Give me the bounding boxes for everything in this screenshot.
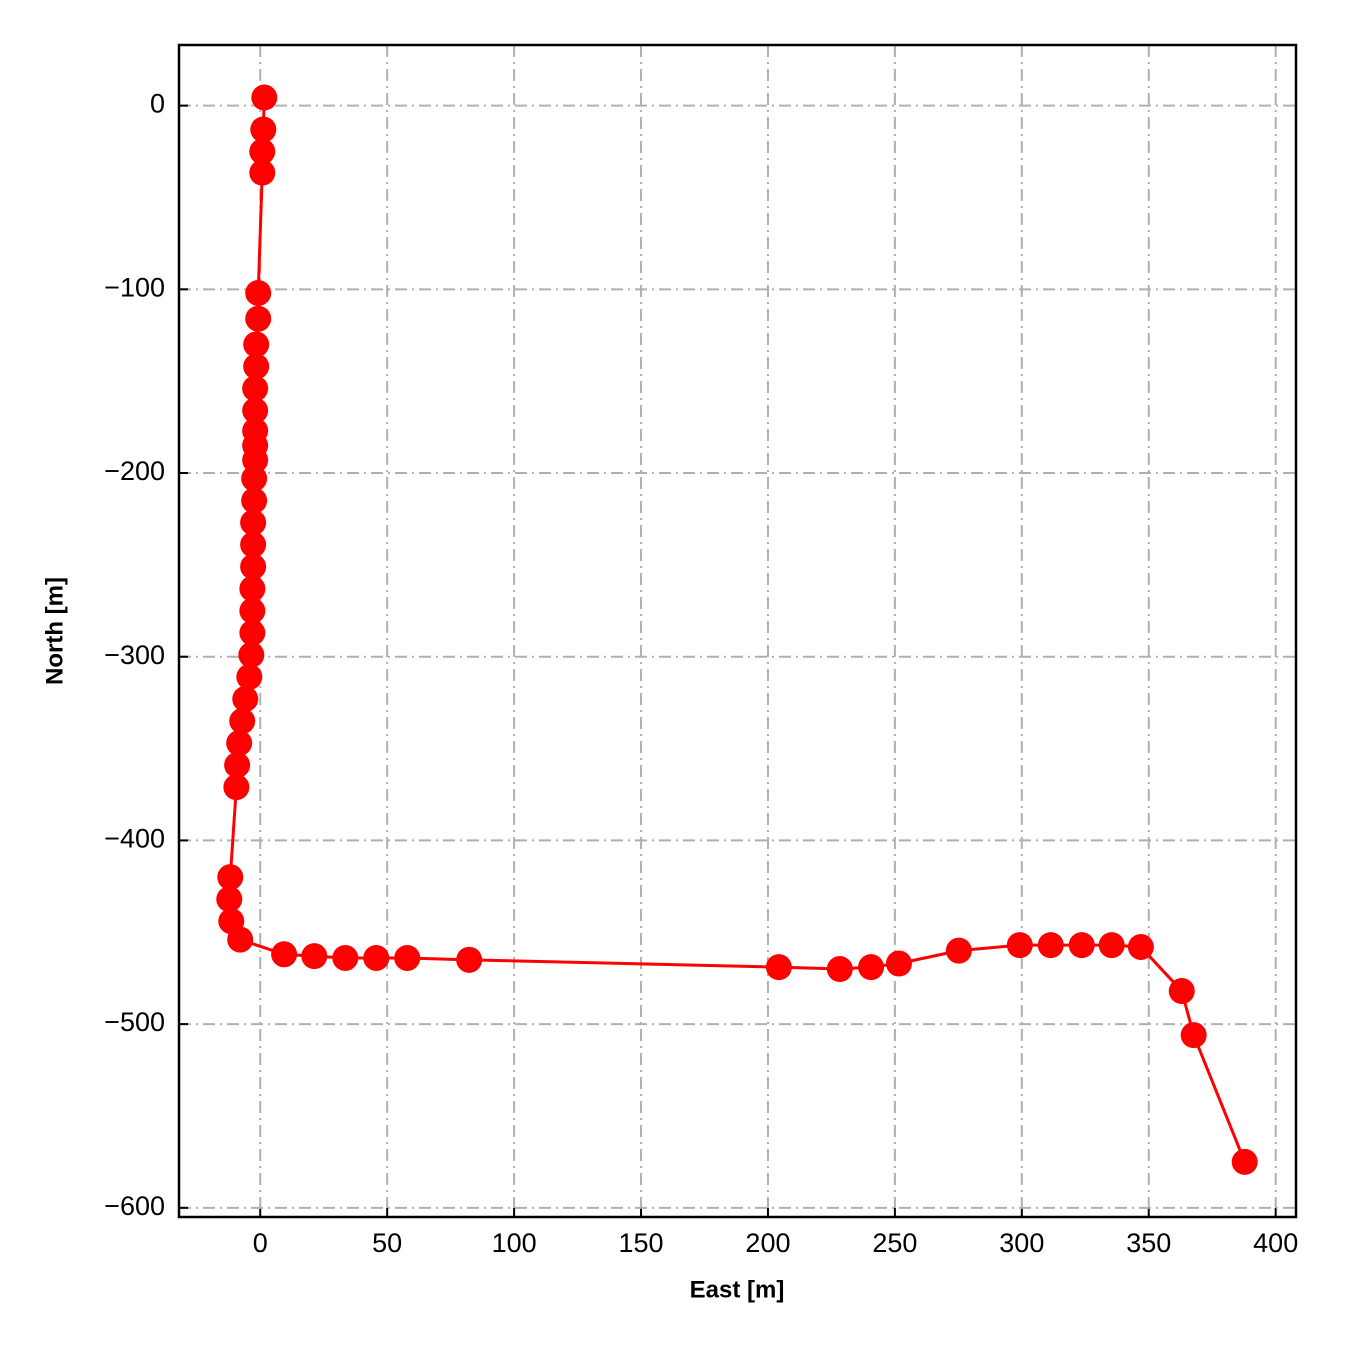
marker [245,305,272,332]
line [227,97,1247,1163]
marker [1006,932,1033,959]
marker [249,138,276,165]
marker [242,397,269,424]
y-tick-label: −500 [104,1007,165,1037]
plot-frame [177,43,1298,1219]
marker [249,159,276,186]
marker [250,116,277,143]
marker [1068,932,1095,959]
marker [226,730,253,757]
marker [456,946,483,973]
marker [236,663,263,690]
marker [301,943,328,970]
marker [243,331,270,358]
marker [251,84,278,111]
marker [271,941,298,968]
y-tick-label: −100 [104,272,165,302]
y-axis-label: North [m] [41,577,68,685]
marker [229,708,256,735]
marker [239,619,266,646]
marker [826,956,853,983]
x-tick-label: 100 [492,1228,537,1258]
marker [223,774,250,801]
y-tick-label: −600 [104,1191,165,1221]
marker [239,597,266,624]
x-tick-label: 150 [619,1228,664,1258]
marker [945,937,972,964]
marker [394,944,421,971]
marker [217,864,244,891]
x-tick-label: 300 [999,1228,1044,1258]
marker [765,954,792,981]
marker [224,752,251,779]
y-tick-label: −300 [104,640,165,670]
x-tick-label: 200 [745,1228,790,1258]
marker [242,447,269,474]
marker [885,950,912,977]
y-tick-label: 0 [150,89,165,119]
marker [232,685,259,712]
marker [332,944,359,971]
marker [241,487,268,514]
marker [1098,932,1125,959]
x-tick-label: 400 [1253,1228,1298,1258]
y-tick-label: −400 [104,824,165,854]
x-tick-label: 0 [253,1228,268,1258]
y-tick-label: −200 [104,456,165,486]
marker [1127,933,1154,960]
x-tick-label: 50 [372,1228,402,1258]
marker [1180,1022,1207,1049]
marker [1231,1148,1258,1175]
marker [858,954,885,981]
marker [238,641,265,668]
x-tick-label: 250 [872,1228,917,1258]
x-tick-label: 350 [1126,1228,1171,1258]
x-axis-label: East [m] [690,1276,785,1303]
marker [227,926,254,953]
marker [363,944,390,971]
marker [1037,932,1064,959]
marker [241,465,268,492]
marker [239,575,266,602]
marker [240,553,267,580]
marker [1168,978,1195,1005]
marker [245,279,272,306]
marker [240,509,267,536]
marker [240,531,267,558]
marker [243,353,270,380]
marker [242,375,269,402]
marker [216,886,243,913]
